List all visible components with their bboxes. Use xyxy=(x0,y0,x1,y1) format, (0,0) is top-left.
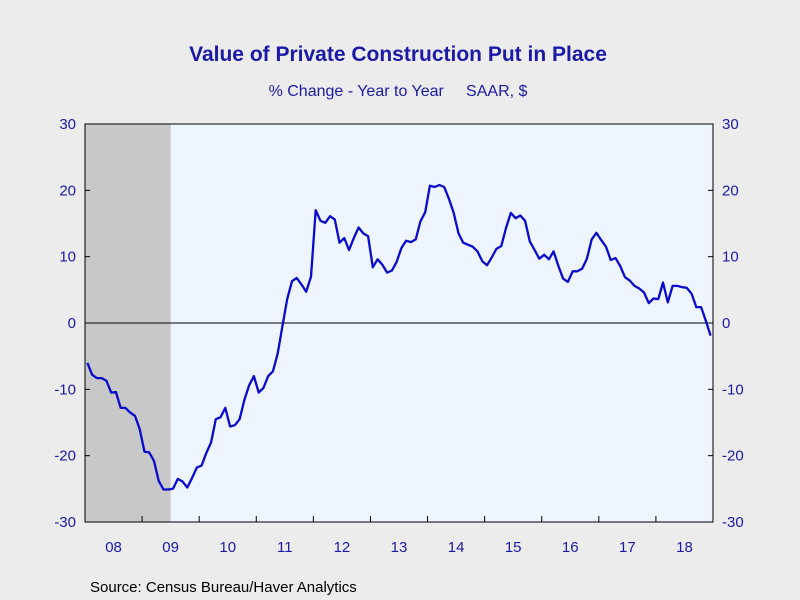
y-tick-label-right: -10 xyxy=(722,381,744,398)
y-tick-label-left: 20 xyxy=(59,182,76,199)
y-tick-label-right: 10 xyxy=(722,249,739,266)
chart-subtitle: % Change - Year to Year SAAR, $ xyxy=(269,83,528,100)
y-tick-label-right: -20 xyxy=(722,448,744,465)
y-tick-label-left: -20 xyxy=(54,448,76,465)
y-tick-label-left: -10 xyxy=(54,381,76,398)
y-tick-label-right: -30 xyxy=(722,514,744,531)
x-axis-ticks: 08 09 10 11 12 13 14 15 16 17 18 xyxy=(105,516,693,556)
y-tick-label-left: -30 xyxy=(54,514,76,531)
x-tick-label: 18 xyxy=(676,539,693,556)
x-tick-label: 13 xyxy=(391,539,408,556)
y-axis-ticks: 30 30 20 20 10 10 0 0 -10 -10 -20 -20 -30 -30 xyxy=(54,116,743,531)
x-tick-label: 16 xyxy=(562,539,579,556)
y-tick-label-right: 30 xyxy=(722,116,739,133)
y-tick-label-right: 0 xyxy=(722,315,730,332)
series-line xyxy=(86,183,712,491)
x-tick-label: 17 xyxy=(619,539,636,556)
source-note: Source: Census Bureau/Haver Analytics xyxy=(90,579,357,596)
plot-frame xyxy=(84,123,714,523)
x-tick-label: 09 xyxy=(162,539,179,556)
y-tick-label-left: 30 xyxy=(59,116,76,133)
x-tick-label: 08 xyxy=(105,539,122,556)
x-tick-label: 11 xyxy=(277,539,293,556)
y-tick-label-left: 0 xyxy=(68,315,76,332)
x-tick-label: 15 xyxy=(505,539,522,556)
chart-title: Value of Private Construction Put in Pla… xyxy=(189,43,607,66)
x-tick-label: 14 xyxy=(448,539,465,556)
y-tick-label-left: 10 xyxy=(59,249,76,266)
y-tick-label-right: 20 xyxy=(722,182,739,199)
x-tick-label: 12 xyxy=(334,539,351,556)
x-tick-label: 10 xyxy=(219,539,236,556)
